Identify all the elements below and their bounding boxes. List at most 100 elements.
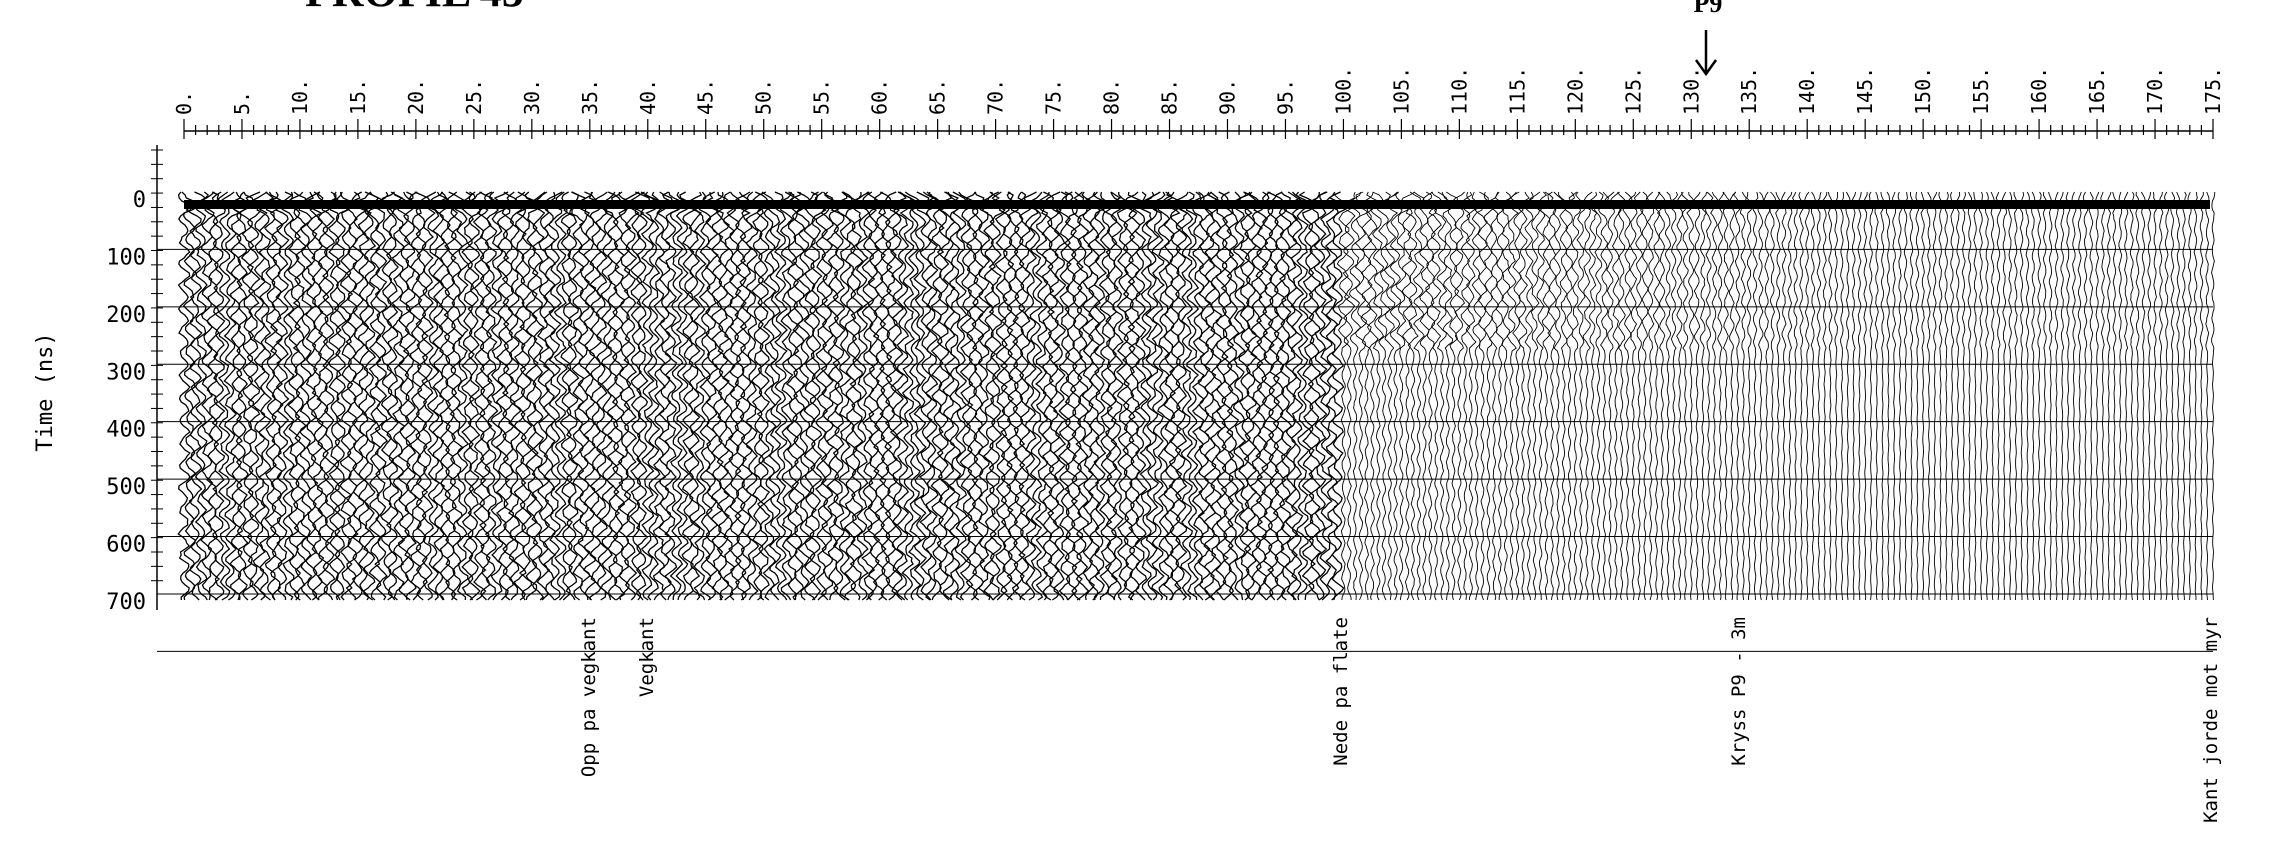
trace — [1552, 191, 1564, 601]
trace — [226, 191, 245, 601]
trace — [199, 191, 215, 601]
trace — [1441, 191, 1455, 601]
trace — [1504, 191, 1519, 601]
trace — [1633, 191, 1644, 601]
trace — [476, 191, 493, 601]
trace — [974, 191, 994, 601]
trace — [443, 191, 459, 601]
trace — [275, 191, 294, 601]
trace — [1098, 191, 1114, 601]
trace — [1452, 191, 1466, 601]
traces — [177, 191, 2216, 601]
trace — [366, 191, 386, 601]
trace — [2118, 191, 2123, 601]
x-tick-label: 15. — [346, 79, 370, 115]
trace — [687, 191, 703, 601]
trace — [1751, 191, 1759, 600]
trace — [738, 191, 753, 601]
trace — [350, 191, 369, 601]
y-tick-label: 600 — [106, 533, 146, 558]
trace — [1705, 191, 1714, 601]
trace — [559, 191, 574, 601]
trace — [991, 191, 1010, 601]
trace — [2158, 191, 2164, 601]
trace — [1676, 191, 1684, 601]
trace — [823, 191, 842, 601]
x-tick-label: 145. — [1853, 67, 1877, 115]
trace — [971, 191, 986, 601]
trace — [1347, 191, 1361, 601]
trace — [965, 191, 979, 601]
trace — [249, 191, 268, 601]
x-tick-label: 5. — [230, 91, 254, 115]
profile-title: PROFIL 45 — [305, 0, 524, 16]
trace — [1388, 191, 1403, 601]
trace — [1044, 191, 1062, 601]
trace — [904, 191, 922, 601]
trace — [679, 191, 699, 601]
trace — [1023, 191, 1039, 601]
trace — [1423, 191, 1437, 601]
trace — [279, 191, 296, 601]
trace — [1897, 191, 1902, 601]
trace — [2152, 191, 2158, 600]
trace — [726, 191, 744, 601]
trace — [841, 191, 859, 601]
trace — [2176, 191, 2181, 601]
trace — [1041, 191, 1056, 601]
trace — [1487, 191, 1500, 601]
trace — [716, 191, 731, 601]
trace — [1851, 191, 1857, 600]
trace — [339, 191, 355, 601]
trace — [1920, 191, 1926, 601]
trace — [644, 191, 663, 601]
trace — [1394, 191, 1410, 601]
trace — [2071, 191, 2077, 601]
trace — [1669, 191, 1679, 601]
annotation: Kant jorde mot myr — [2200, 617, 2222, 823]
trace — [2182, 191, 2187, 601]
x-tick-label: 135. — [1737, 67, 1761, 115]
trace — [1365, 191, 1379, 601]
x-tick-label: 105. — [1389, 67, 1413, 115]
trace — [1780, 191, 1787, 601]
trace — [1967, 191, 1972, 601]
trace — [1692, 191, 1701, 601]
trace — [947, 191, 962, 601]
x-tick-label: 70. — [984, 79, 1008, 115]
trace — [1985, 191, 1989, 601]
trace — [484, 191, 500, 601]
trace — [1810, 191, 1817, 601]
trace — [1892, 191, 1897, 601]
x-tick-label: 155. — [1969, 67, 1993, 115]
trace — [814, 191, 830, 601]
x-tick-label: 130. — [1679, 67, 1703, 115]
trace — [1207, 191, 1226, 601]
trace — [750, 191, 767, 601]
trace — [568, 191, 587, 601]
trace — [899, 191, 917, 601]
trace — [1955, 191, 1961, 600]
trace — [256, 191, 275, 601]
trace — [287, 191, 304, 601]
trace — [2140, 191, 2146, 601]
trace — [754, 191, 773, 601]
trace — [194, 191, 210, 601]
trace — [1622, 191, 1633, 601]
trace — [185, 191, 207, 601]
trace — [1838, 191, 1844, 601]
x-tick-label: 55. — [810, 79, 834, 115]
trace — [2106, 191, 2112, 601]
trace — [784, 191, 801, 601]
trace — [458, 191, 476, 601]
trace — [1017, 191, 1034, 601]
trace — [675, 191, 692, 601]
trace — [1359, 191, 1374, 601]
trace — [1885, 191, 1891, 601]
trace — [1049, 191, 1069, 601]
trace — [2001, 191, 2008, 601]
trace — [1191, 191, 1206, 601]
trace — [1791, 191, 1799, 601]
trace — [1995, 191, 2002, 601]
trace — [327, 191, 342, 601]
